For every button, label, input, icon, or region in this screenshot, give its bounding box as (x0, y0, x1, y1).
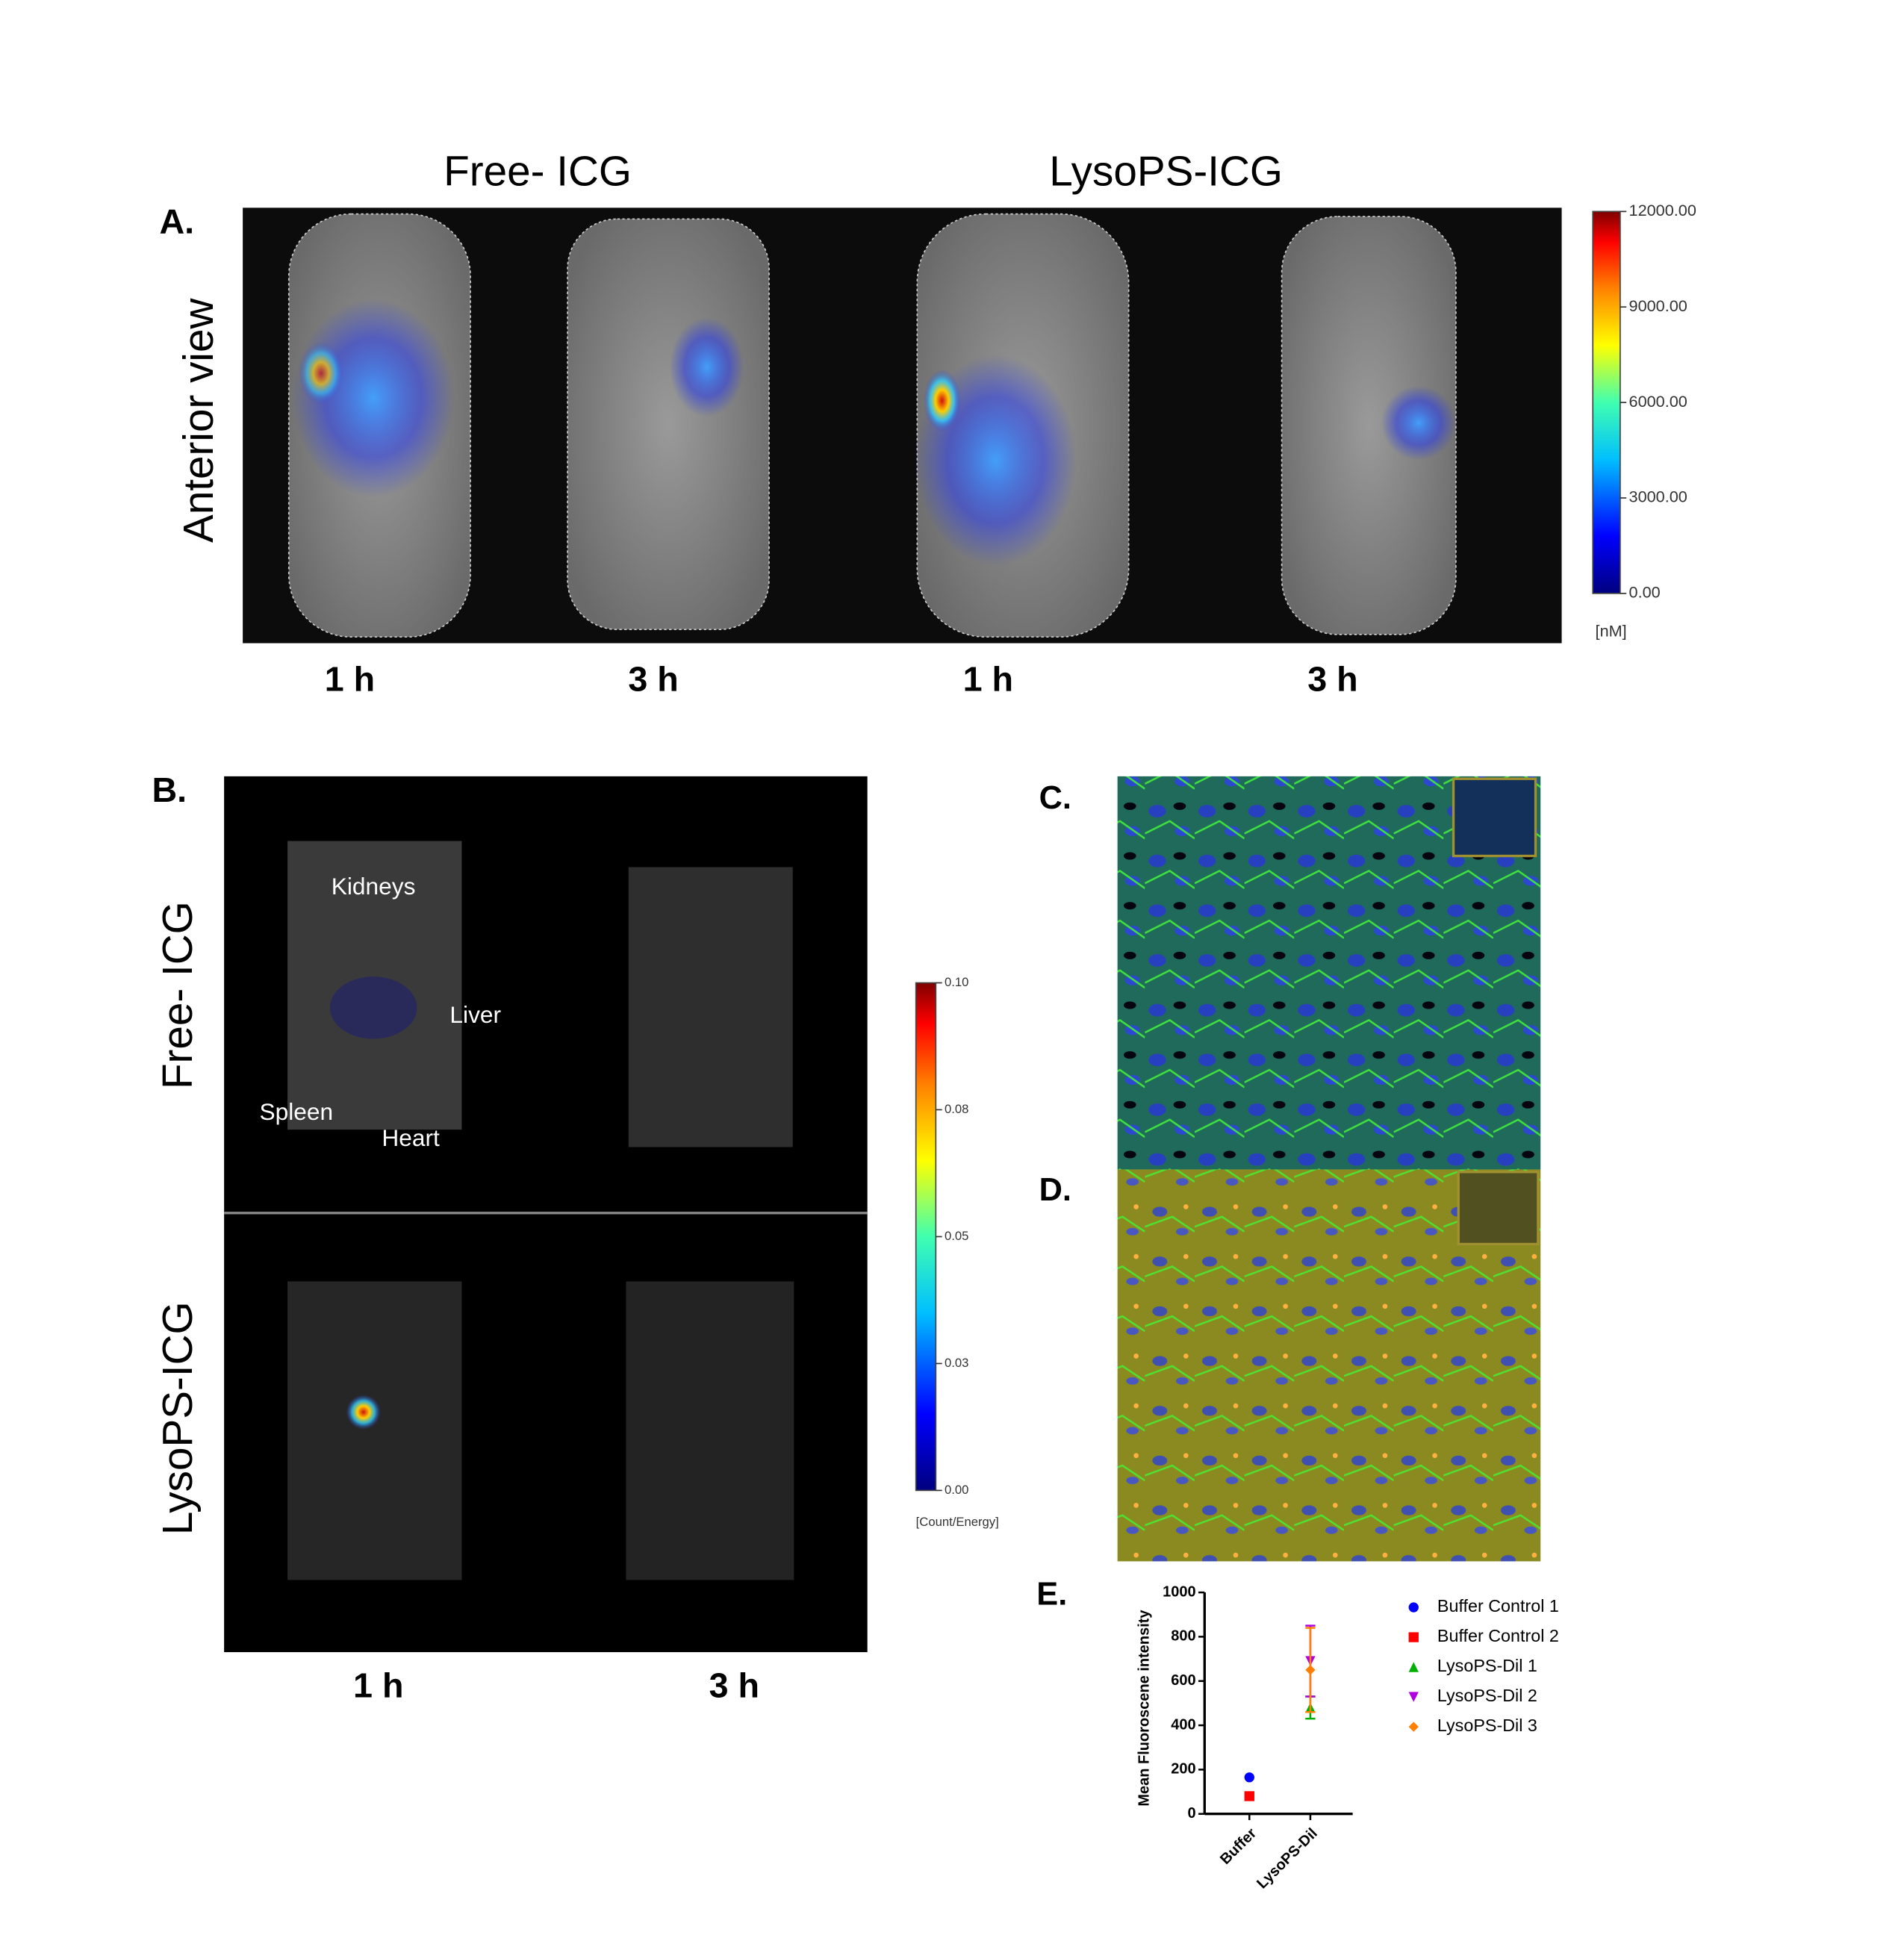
point (1244, 1772, 1254, 1783)
legend-marker (1408, 1692, 1419, 1702)
legend-marker (1408, 1662, 1419, 1672)
legend-marker (1408, 1602, 1419, 1613)
signal (1381, 385, 1456, 461)
signal (669, 317, 744, 417)
group-title: LysoPS-ICG (1049, 148, 1283, 195)
panel-label: D. (1039, 1172, 1071, 1208)
legend-label: Buffer Control 2 (1437, 1626, 1559, 1645)
inset (1457, 1171, 1540, 1246)
colorbar-unit: [Count/Energy] (916, 1515, 999, 1529)
colorbar-tick-label: 0.08 (945, 1102, 968, 1116)
colorbar-unit: [nM] (1596, 621, 1627, 640)
point (1244, 1791, 1254, 1801)
organ-tray (628, 867, 793, 1147)
y-tick-label: 800 (1171, 1628, 1195, 1645)
time-label: 3 h (628, 660, 678, 699)
organ-label: Spleen (259, 1098, 333, 1125)
panel-label: A. (159, 202, 194, 240)
colorbar-tick-label: 3000.00 (1629, 487, 1687, 506)
x-tick-label: LysoPS-Dil (1254, 1825, 1321, 1893)
colorbar-tick-label: 0.10 (945, 975, 968, 989)
colorbar-tick-label: 0.05 (945, 1229, 968, 1243)
legend-label: LysoPS-Dil 3 (1437, 1716, 1537, 1735)
row-label: Free- ICG (155, 901, 202, 1089)
colorbar-tick-label: 0.00 (945, 1483, 968, 1497)
colorbar-tick-label: 12000.00 (1629, 201, 1696, 219)
legend-label: LysoPS-Dil 1 (1437, 1656, 1537, 1675)
colorbar-tick-label: 0.00 (1629, 583, 1661, 602)
x-tick-label: Buffer (1217, 1825, 1260, 1868)
legend-marker (1408, 1632, 1419, 1642)
time-label: 1 h (963, 660, 1013, 699)
panel-label: B. (152, 770, 187, 809)
signal (346, 1395, 382, 1430)
y-tick-label: 400 (1171, 1716, 1195, 1733)
mouse (567, 218, 770, 631)
organ-tray (287, 1281, 462, 1580)
y-axis-label: Mean Fluoroscene intensity (1136, 1610, 1153, 1806)
y-tick-label: 600 (1171, 1672, 1195, 1689)
y-tick-label: 0 (1187, 1805, 1195, 1822)
colorbar-a (1592, 211, 1621, 594)
time-label: 1 h (325, 660, 375, 699)
colorbar-tick-label: 9000.00 (1629, 296, 1687, 315)
row-label: Anterior view (175, 297, 223, 542)
organ-label: Liver (449, 1001, 501, 1028)
organ-label: Heart (382, 1124, 440, 1151)
row-label: LysoPS-ICG (155, 1301, 202, 1535)
legend-label: LysoPS-Dil 2 (1437, 1686, 1537, 1705)
colorbar-b (915, 982, 937, 1492)
legend-label: Buffer Control 1 (1437, 1596, 1559, 1616)
organ-tray (626, 1281, 794, 1580)
y-tick-label: 1000 (1163, 1583, 1195, 1600)
colorbar-tick-label: 6000.00 (1629, 392, 1687, 411)
group-title: Free- ICG (444, 148, 632, 195)
y-tick-label: 200 (1171, 1761, 1195, 1778)
point (1305, 1665, 1316, 1675)
legend-marker (1408, 1722, 1419, 1732)
colorbar-tick-label: 0.03 (945, 1356, 968, 1370)
panel-label: C. (1039, 780, 1071, 816)
organ (329, 976, 417, 1039)
inset (1452, 777, 1537, 858)
mouse (1281, 216, 1457, 635)
time-label: 1 h (353, 1666, 403, 1705)
time-label: 3 h (1307, 660, 1357, 699)
signal (299, 342, 344, 405)
organ-label: Kidneys (332, 873, 416, 900)
signal (923, 369, 961, 432)
time-label: 3 h (709, 1666, 759, 1705)
panel-label: E. (1036, 1576, 1067, 1612)
